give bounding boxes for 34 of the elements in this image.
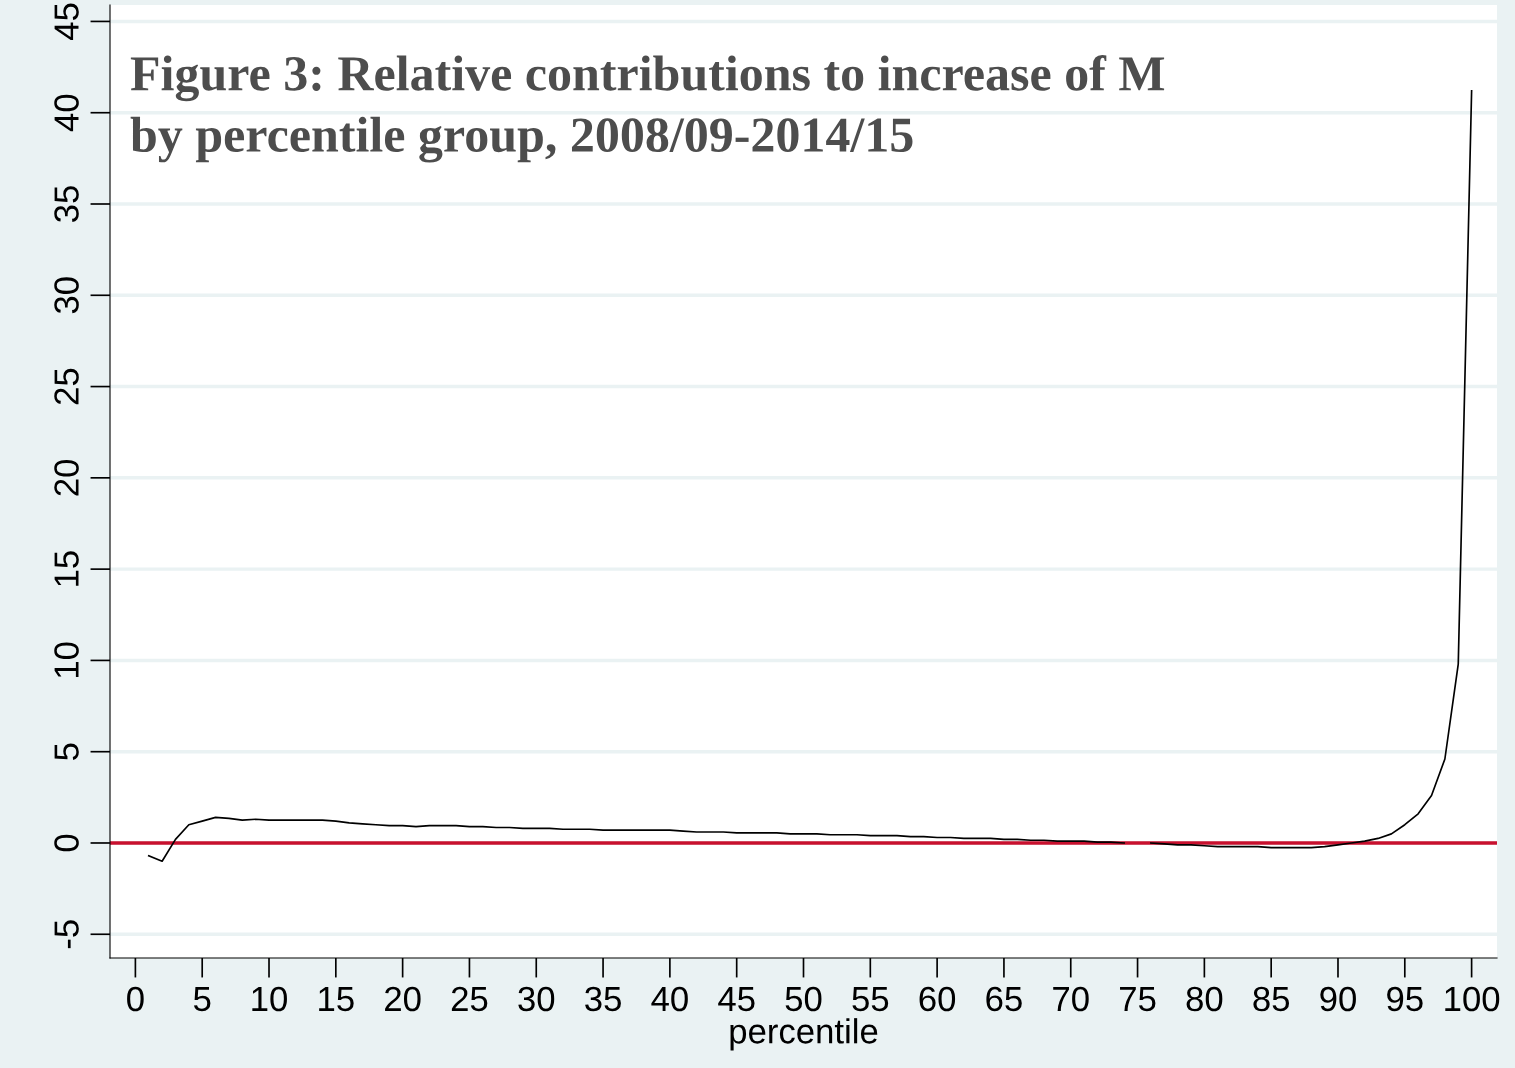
- y-tick-label: 25: [54, 368, 79, 405]
- x-tick-label: 65: [986, 986, 1022, 1012]
- x-tick-label: 15: [319, 987, 354, 1012]
- x-tick-label: 0: [127, 986, 144, 1012]
- x-tick-label: 90: [1320, 986, 1356, 1012]
- y-tick-label: 45: [54, 3, 79, 40]
- x-tick-label: 60: [919, 986, 956, 1012]
- x-tick-label: 20: [385, 986, 421, 1012]
- x-tick-label: 25: [451, 986, 488, 1012]
- x-tick-label: 5: [193, 987, 211, 1012]
- y-tick-label: -5: [54, 920, 79, 949]
- text: Figure 3: Relative contributions to increase of M by percentile group, 2008/09-2014/15: [130, 55, 1165, 163]
- x-tick-label: 55: [852, 987, 889, 1012]
- y-tick-label: 15: [54, 551, 79, 586]
- x-tick-label: 45: [718, 987, 755, 1012]
- x-tick-label: 35: [585, 986, 621, 1012]
- x-tick-label: 40: [651, 986, 688, 1012]
- x-tick-label: 95: [1387, 986, 1423, 1012]
- x-tick-label: 30: [518, 986, 555, 1012]
- y-tick-label: 40: [54, 94, 79, 132]
- y-tick-label: 20: [54, 459, 79, 496]
- y-tick-label: 0: [54, 834, 79, 852]
- x-tick-label: 85: [1253, 986, 1290, 1012]
- x-axis-title: percentile: [730, 1018, 878, 1051]
- y-tick-label: 5: [54, 743, 79, 760]
- x-tick-label: 50: [785, 986, 822, 1012]
- x-tick-label: 75: [1120, 987, 1156, 1012]
- x-tick-label: 100: [1445, 986, 1500, 1012]
- x-tick-label: 70: [1053, 986, 1089, 1012]
- y-tick-label: 30: [54, 277, 79, 314]
- y-tick-label: 35: [54, 186, 79, 222]
- x-tick-label: 80: [1186, 986, 1223, 1012]
- x-tick-label: 10: [252, 986, 287, 1012]
- y-tick-label: 10: [54, 642, 79, 678]
